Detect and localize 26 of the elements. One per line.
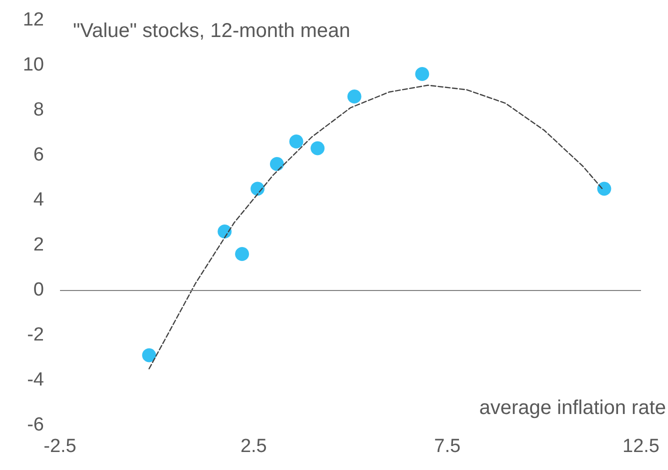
y-tick-label: 8 <box>33 100 44 120</box>
x-tick-label: 12.5 <box>622 436 660 457</box>
y-tick-label: -4 <box>27 370 44 390</box>
point <box>310 141 325 156</box>
point <box>597 182 612 196</box>
y-tick-label: 4 <box>33 190 44 210</box>
y-axis-title: "Value" stocks, 12-month mean <box>73 20 350 42</box>
point <box>415 67 430 81</box>
x-tick-label: 2.5 <box>240 436 267 457</box>
y-tick-label: -2 <box>27 324 44 346</box>
y-tick-label: -6 <box>27 414 44 436</box>
y-tick-label: 2 <box>33 234 44 256</box>
point <box>235 247 250 261</box>
y-tick-label: 12 <box>22 10 44 30</box>
x-tick-label: -2.5 <box>44 436 76 457</box>
y-tick-label: 6 <box>33 144 44 166</box>
x-axis-title: average inflation rate <box>479 397 666 419</box>
point <box>289 134 304 148</box>
point <box>347 90 362 104</box>
y-tick-label: 10 <box>22 54 44 76</box>
point <box>270 157 284 171</box>
point <box>142 348 156 362</box>
y-tick-label: 0 <box>33 280 44 300</box>
point <box>250 182 265 196</box>
point <box>218 224 232 238</box>
x-tick-label: 7.5 <box>434 436 461 457</box>
